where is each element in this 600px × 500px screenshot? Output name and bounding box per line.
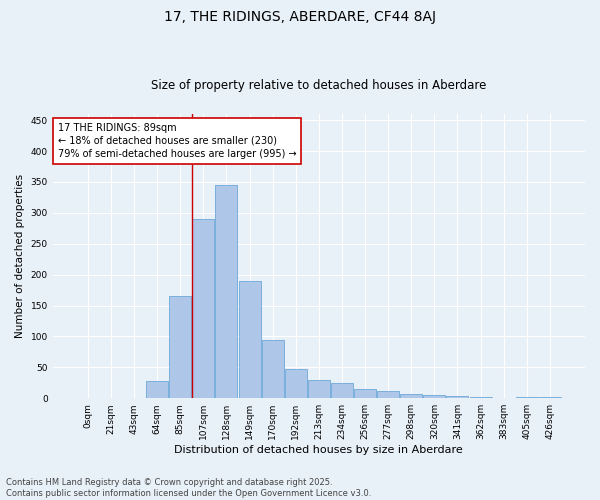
Title: Size of property relative to detached houses in Aberdare: Size of property relative to detached ho… [151,79,487,92]
Bar [424,395,445,398]
Bar [516,397,538,398]
Bar [446,396,469,398]
X-axis label: Distribution of detached houses by size in Aberdare: Distribution of detached houses by size … [175,445,463,455]
Bar [285,368,307,398]
Bar [308,380,330,398]
Bar [146,381,168,398]
Bar [400,394,422,398]
Y-axis label: Number of detached properties: Number of detached properties [15,174,25,338]
Bar [169,296,191,398]
Bar [193,219,214,398]
Bar [539,397,561,398]
Text: Contains HM Land Registry data © Crown copyright and database right 2025.
Contai: Contains HM Land Registry data © Crown c… [6,478,371,498]
Bar [331,383,353,398]
Bar [470,397,491,398]
Bar [239,281,260,398]
Bar [354,389,376,398]
Bar [262,340,284,398]
Text: 17 THE RIDINGS: 89sqm
← 18% of detached houses are smaller (230)
79% of semi-det: 17 THE RIDINGS: 89sqm ← 18% of detached … [58,122,296,159]
Bar [377,391,399,398]
Bar [215,185,238,398]
Text: 17, THE RIDINGS, ABERDARE, CF44 8AJ: 17, THE RIDINGS, ABERDARE, CF44 8AJ [164,10,436,24]
